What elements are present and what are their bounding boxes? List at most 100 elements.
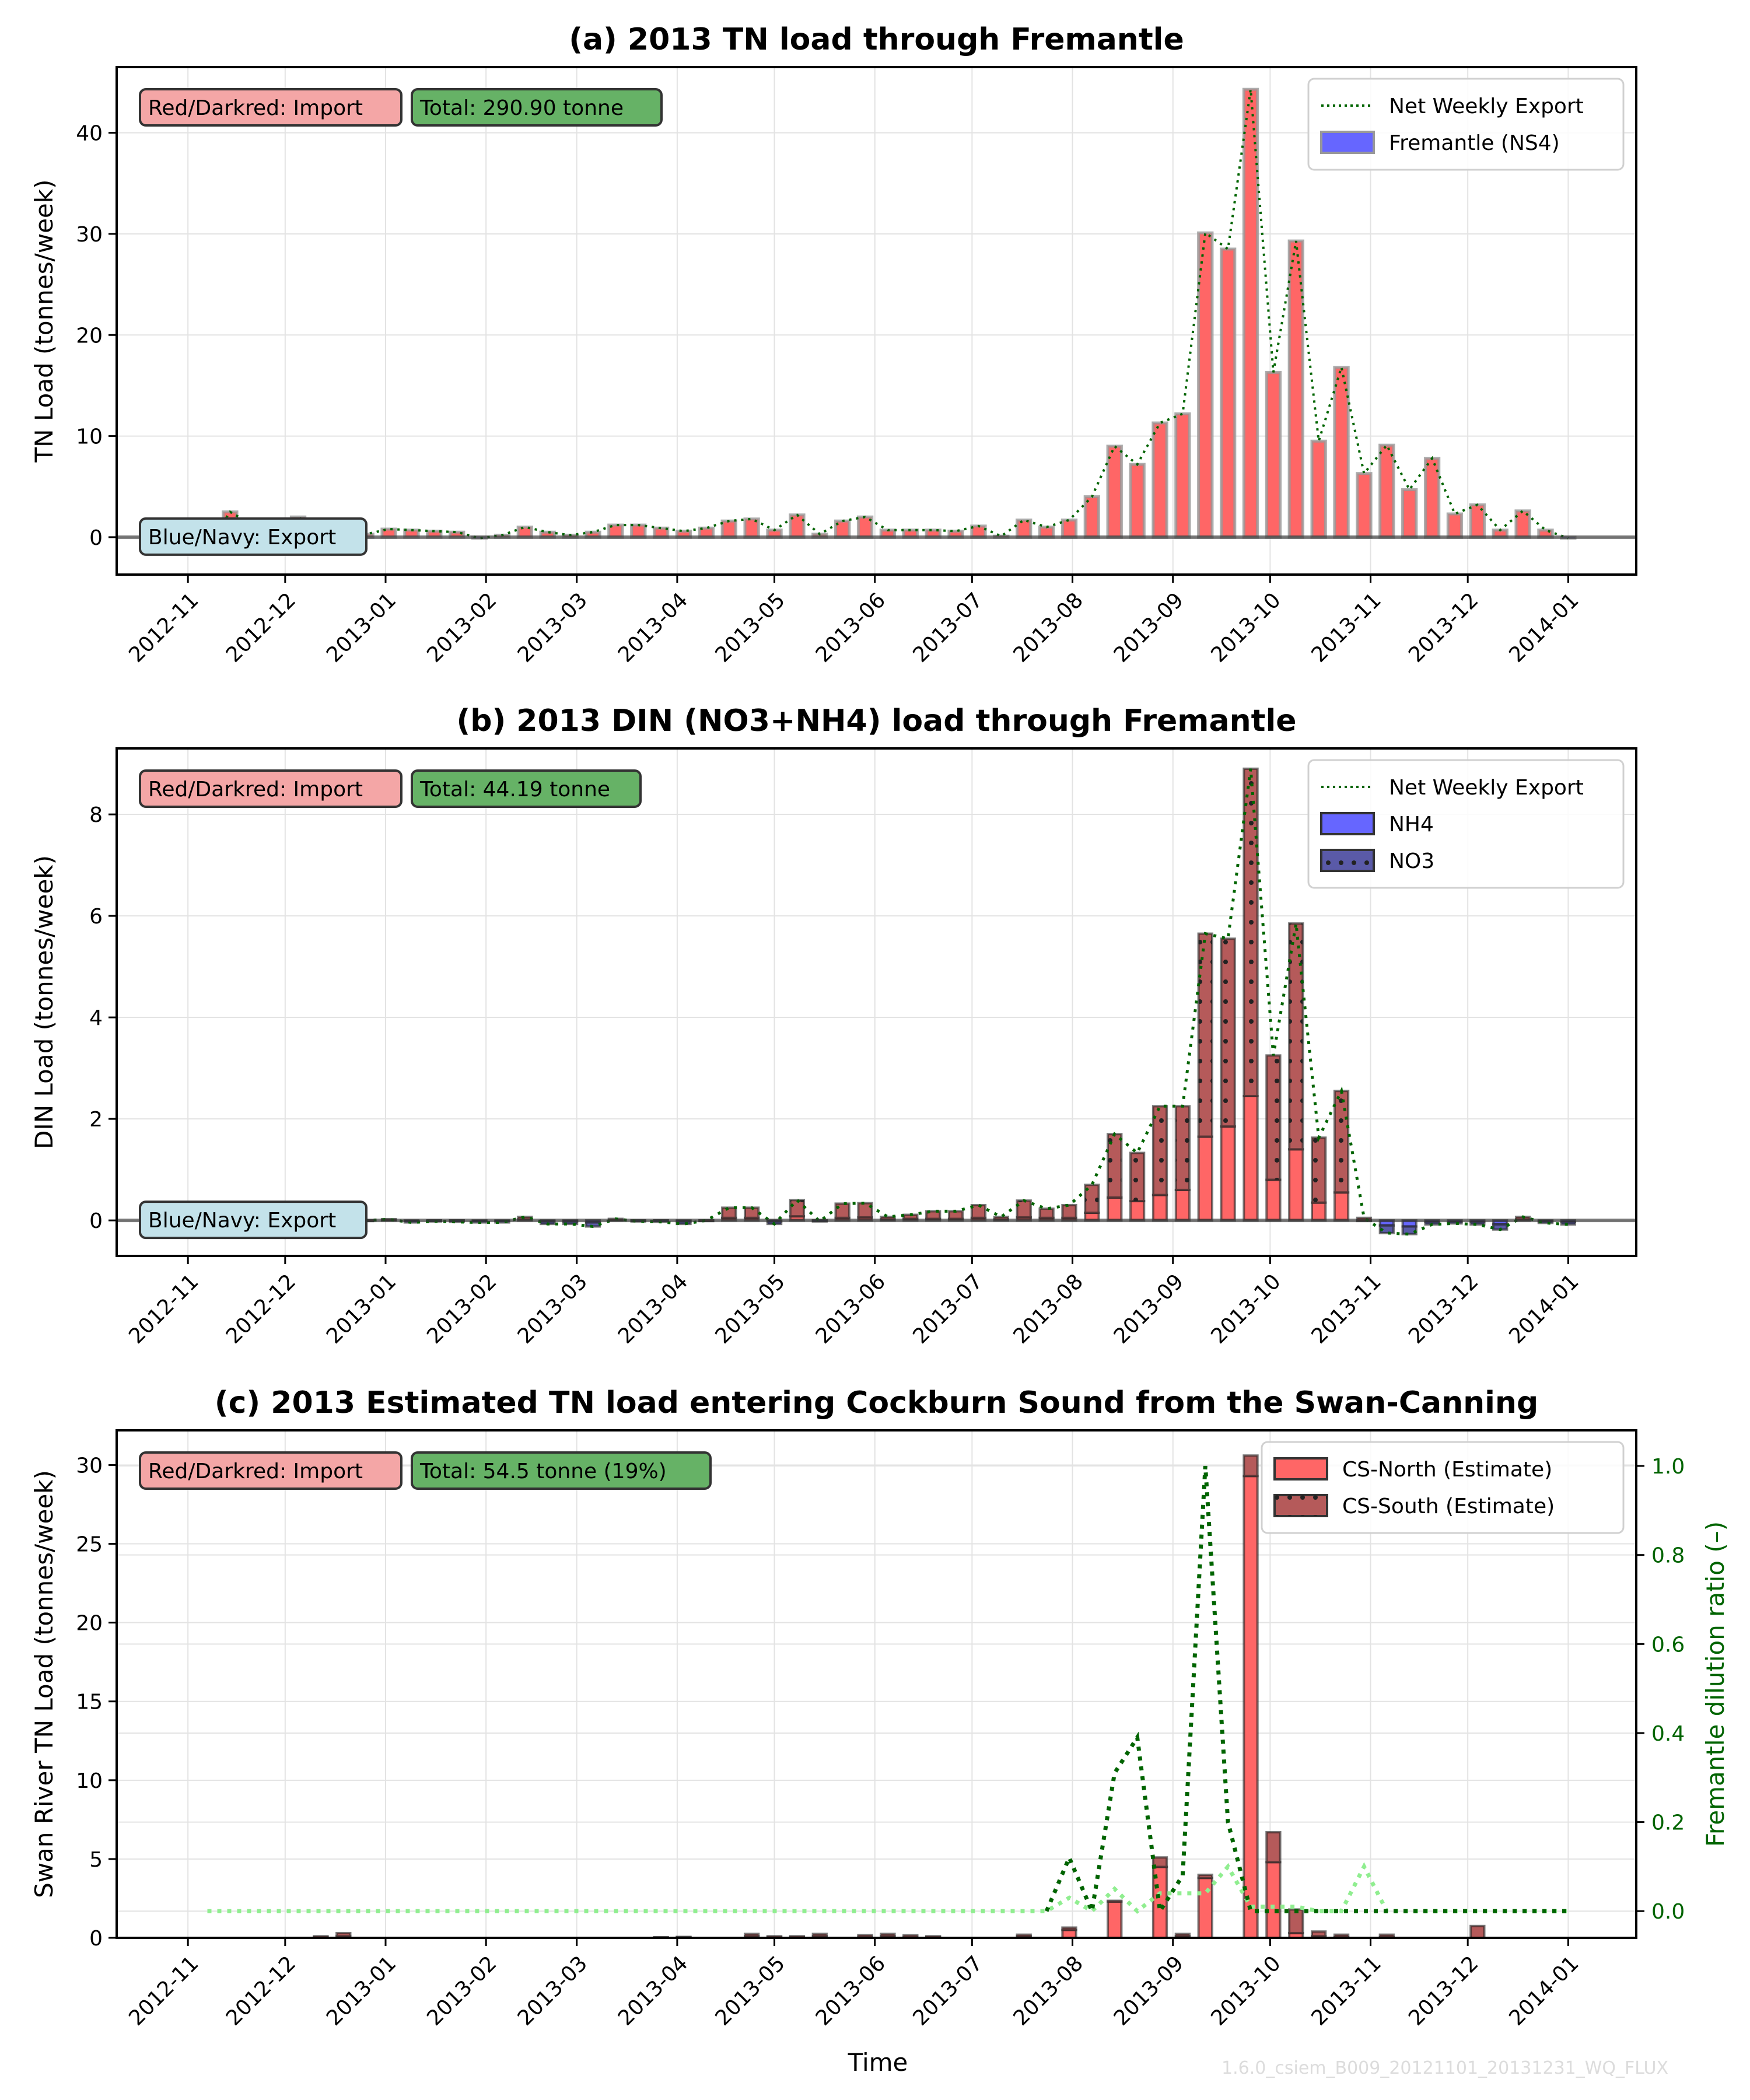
bar-no3 [1469,1220,1486,1226]
x-tick-label: 2014-01 [1504,588,1583,667]
bar-no3-hatch [1221,939,1235,1127]
x-tick-label: 2013-04 [614,1951,692,2030]
x-tick-label: 2013-12 [1404,1269,1483,1348]
legend-swatch-hatch [1321,850,1374,871]
bar-nh4 [1197,1135,1213,1222]
y-tick-label: 2 [89,1108,103,1132]
x-tick-label: 2013-04 [614,1269,692,1348]
import-annotation [139,1451,402,1490]
bar-cs-south [1152,1856,1168,1868]
bar-no3 [857,1202,873,1219]
bar-nh4 [1311,1201,1327,1222]
x-tick-label: 2013-09 [1110,588,1188,667]
legend [1307,78,1625,171]
bar-no3-hatch [1017,1200,1031,1217]
bar [630,523,647,539]
watermark: 1.6.0_csiem_B009_20121101_20131231_WQ_FL… [1222,2058,1668,2078]
y2-tick-label: 0.4 [1651,1722,1685,1746]
y-axis-label: TN Load (tonnes/week) [30,180,58,463]
x-tick-label: 2013-05 [711,588,790,667]
bar-no3-hatch [1289,923,1303,1150]
x-tick-label: 2013-01 [322,1269,401,1348]
x-tick-label: 2012-12 [222,1269,300,1348]
legend-entry: Net Weekly Export [1389,776,1584,800]
x-tick-label: 2013-11 [1307,588,1386,667]
bar-cs-south [1061,1926,1077,1931]
x-tick-label: 2013-07 [908,1269,987,1348]
x-tick-label: 2013-03 [513,1269,592,1348]
y-tick-label: 0 [89,526,103,550]
x-tick-label: 2012-11 [124,588,203,667]
bar-cs-north [1107,1900,1123,1940]
x-tick-label: 2012-11 [124,1269,203,1348]
total-annotation-text: Total: 290.90 tonne [419,96,624,120]
y-tick-label: 0 [89,1209,103,1233]
x-axis-label: Time [848,2048,908,2077]
bar-no3-hatch [1130,1153,1144,1202]
x-tick-label: 2013-10 [1206,588,1285,667]
y-tick-label: 8 [89,803,103,827]
panel-title: (b) 2013 DIN (NO3+NH4) load through Frem… [456,704,1296,738]
bar-no3-hatch [1198,933,1212,1137]
x-tick-label: 2013-02 [422,1269,501,1348]
export-annotation-text: Blue/Navy: Export [148,1209,336,1233]
bar [1129,463,1146,539]
export-annotation [139,1200,368,1240]
import-annotation [139,769,402,808]
bar-no3-hatch [1244,768,1258,1096]
x-tick-label: 2013-05 [711,1269,790,1348]
x-tick-label: 2013-09 [1110,1951,1188,2030]
x-tick-label: 2014-01 [1504,1269,1583,1348]
x-tick-label: 2013-11 [1307,1269,1386,1348]
y-tick-label: 0 [89,1927,103,1951]
x-tick-label: 2013-10 [1206,1269,1285,1348]
total-annotation [411,1451,712,1490]
bar-nh4 [1152,1194,1168,1222]
y-tick-label: 10 [76,1769,103,1793]
legend-swatch [1273,1457,1328,1480]
bar-nh4 [1220,1125,1236,1222]
bar-nh4 [1242,1094,1259,1222]
import-annotation-text: Red/Darkred: Import [148,96,363,120]
total-annotation-text: Total: 54.5 tonne (19%) [419,1460,667,1483]
y-tick-label: 30 [76,223,103,247]
y2-tick-label: 0.6 [1651,1633,1685,1657]
legend [1307,759,1625,889]
bar-no3 [1061,1204,1077,1219]
bar-cs-south [880,1933,896,1938]
x-tick-label: 2013-02 [422,588,501,667]
bar [1174,412,1191,539]
x-tick-label: 2014-01 [1504,1951,1583,2030]
y-axis-label: Swan River TN Load (tonnes/week) [30,1470,58,1898]
bar-nh4 [1265,1178,1282,1222]
x-tick-label: 2012-12 [222,1951,300,2030]
bar-cs-north [1242,1475,1259,1939]
y-tick-label: 30 [76,1454,103,1478]
y-tick-label: 5 [89,1848,103,1872]
bar [1356,472,1373,539]
legend-entry: Net Weekly Export [1389,94,1584,118]
x-tick-label: 2013-02 [422,1951,501,2030]
bar [1401,488,1418,539]
x-tick-label: 2013-01 [322,1951,401,2030]
legend [1261,1441,1625,1534]
x-tick-label: 2013-08 [1009,1269,1088,1348]
x-tick-label: 2013-06 [811,1269,890,1348]
net-weekly-export-line [206,89,1569,548]
bar-cs-south [902,1934,919,1938]
x-tick-label: 2013-06 [811,1951,890,2030]
y-tick-label: 10 [76,425,103,449]
x-tick-label: 2013-08 [1009,1951,1088,2030]
total-annotation [411,769,642,808]
bar-cs-south [857,1934,873,1938]
bar [1287,239,1304,539]
bar-no3 [970,1204,987,1219]
y-tick-label: 20 [76,1612,103,1636]
panel-c: 0 5 10 15 20 25 30 0.0 0.2 0.4 0.6 0.8 1.0 Fremantle … [30,1385,1730,2031]
bar-no3-hatch [1175,1106,1190,1190]
x-tick-label: 2012-11 [124,1951,203,2030]
legend-entry: NH4 [1389,813,1434,836]
bar-cs-south [1265,1831,1282,1864]
bar-nh4 [1288,1148,1304,1222]
bar [1197,231,1214,539]
